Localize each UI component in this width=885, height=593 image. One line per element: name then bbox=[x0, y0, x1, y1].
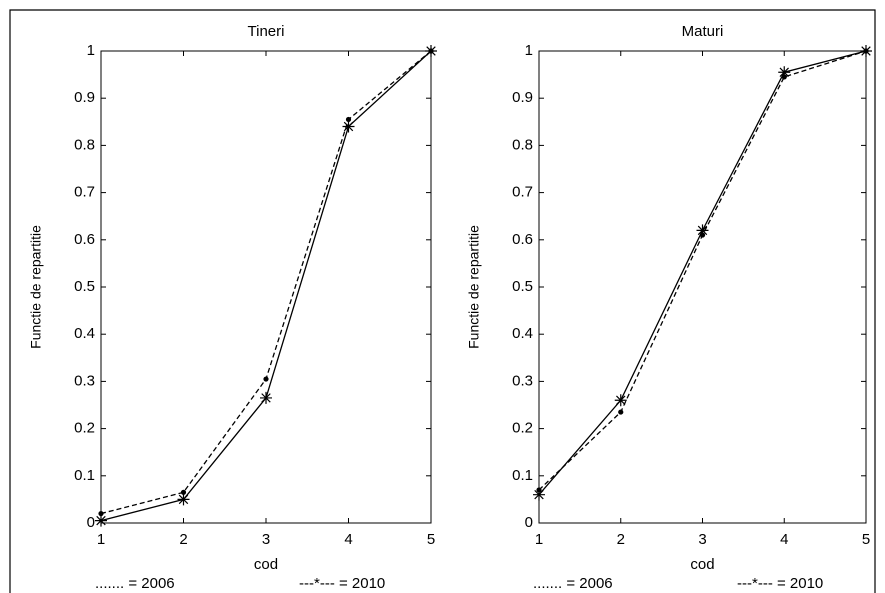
point-marker bbox=[425, 45, 437, 57]
y-tick-label: 0.7 bbox=[74, 184, 95, 201]
plot-area bbox=[100, 50, 432, 524]
point-marker bbox=[342, 120, 355, 133]
x-tick-label: 4 bbox=[344, 531, 352, 548]
y-tick-label: 0 bbox=[87, 514, 95, 531]
point-marker bbox=[263, 376, 269, 382]
series-line bbox=[538, 50, 867, 491]
point-marker bbox=[95, 514, 107, 527]
y-tick-label: 0.5 bbox=[512, 278, 533, 295]
y-tick-label: 0.4 bbox=[74, 325, 95, 342]
point-marker bbox=[614, 394, 627, 407]
y-tick-label: 0.6 bbox=[74, 231, 95, 248]
point-marker bbox=[860, 45, 872, 57]
y-tick-label: 1 bbox=[525, 42, 533, 59]
series-line bbox=[100, 50, 432, 515]
x-tick-label: 5 bbox=[862, 531, 870, 548]
y-tick-label: 0.8 bbox=[512, 136, 533, 153]
x-tick-label: 2 bbox=[179, 531, 187, 548]
x-tick-label: 3 bbox=[698, 531, 706, 548]
point-marker bbox=[696, 224, 709, 237]
y-tick-label: 0.2 bbox=[512, 420, 533, 437]
x-tick-label: 2 bbox=[617, 531, 625, 548]
point-marker bbox=[618, 409, 624, 415]
x-tick-label: 1 bbox=[535, 531, 543, 548]
point-marker bbox=[180, 489, 187, 495]
x-tick-label: 1 bbox=[97, 531, 105, 548]
series-line bbox=[100, 50, 432, 522]
legend-entry: ---*--- = 2010 bbox=[737, 575, 823, 592]
point-marker bbox=[98, 510, 104, 517]
point-marker bbox=[177, 493, 190, 506]
y-tick-label: 0.8 bbox=[74, 136, 95, 153]
y-tick-label: 0.2 bbox=[74, 420, 95, 437]
point-marker bbox=[260, 391, 272, 404]
point-marker bbox=[345, 116, 352, 123]
y-tick-label: 1 bbox=[87, 42, 95, 59]
y-tick-label: 0.4 bbox=[512, 325, 533, 342]
plot-area bbox=[538, 50, 867, 524]
chart-title: Tineri bbox=[248, 23, 285, 40]
y-tick-label: 0.6 bbox=[512, 231, 533, 248]
series-line bbox=[538, 50, 867, 496]
y-tick-label: 0.1 bbox=[74, 467, 95, 484]
y-tick-label: 0.9 bbox=[74, 89, 95, 106]
y-tick-label: 0.7 bbox=[512, 184, 533, 201]
y-tick-label: 0 bbox=[525, 514, 533, 531]
legend-entry: ---*--- = 2010 bbox=[299, 575, 385, 592]
y-tick-label: 0.3 bbox=[74, 372, 95, 389]
y-axis-label: Functie de repartitie bbox=[466, 225, 482, 349]
frame bbox=[9, 9, 876, 593]
legend-entry: ....... = 2006 bbox=[95, 575, 175, 592]
x-tick-label: 5 bbox=[427, 531, 435, 548]
legend-entry: ....... = 2006 bbox=[533, 575, 613, 592]
x-axis-label: cod bbox=[254, 556, 278, 573]
y-tick-label: 0.5 bbox=[74, 278, 95, 295]
y-tick-label: 0.9 bbox=[512, 89, 533, 106]
y-tick-label: 0.3 bbox=[512, 372, 533, 389]
x-axis-label: cod bbox=[690, 556, 714, 573]
x-tick-label: 3 bbox=[262, 531, 270, 548]
point-marker bbox=[533, 488, 545, 501]
point-marker bbox=[778, 66, 791, 79]
y-tick-label: 0.1 bbox=[512, 467, 533, 484]
chart-title: Maturi bbox=[682, 23, 724, 40]
x-tick-label: 4 bbox=[780, 531, 788, 548]
y-axis-label: Functie de repartitie bbox=[28, 225, 44, 349]
